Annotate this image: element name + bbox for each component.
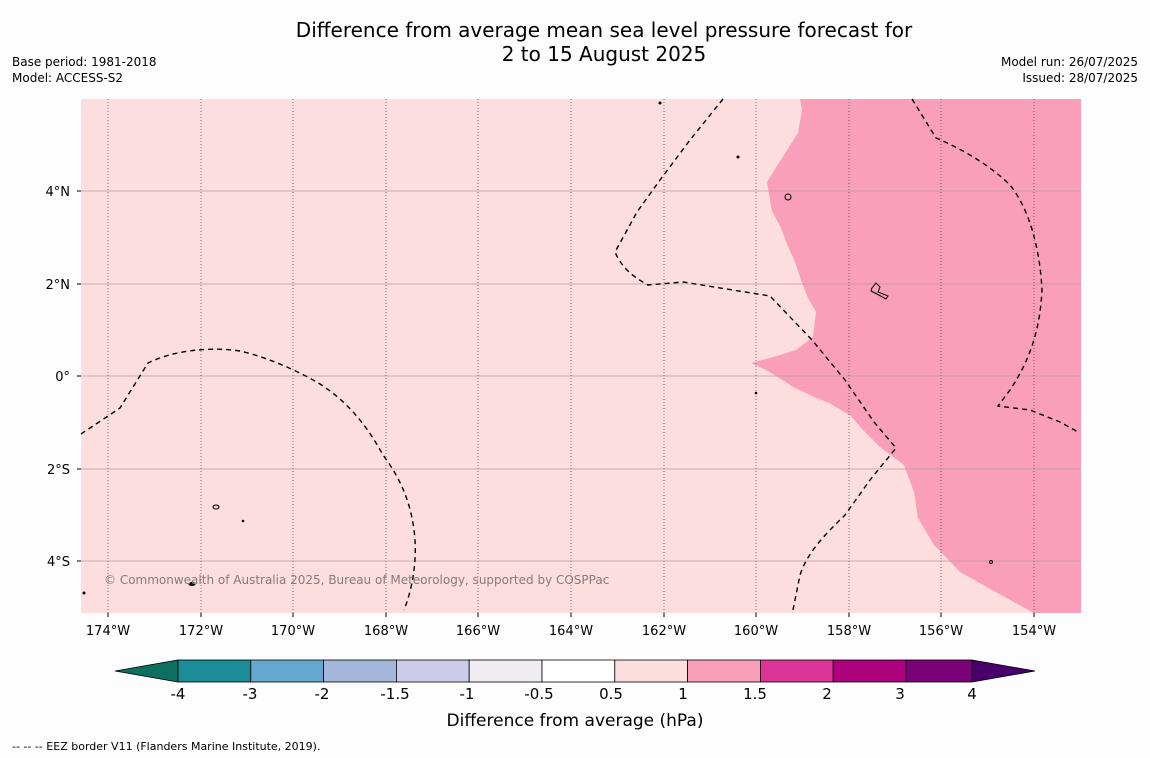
- island-7: [754, 391, 758, 395]
- colorbar-segment-8: [687, 659, 761, 683]
- cbar-tick-4: -1: [460, 685, 475, 703]
- title-line-2: 2 to 15 August 2025: [501, 42, 707, 66]
- base-period-text: Base period: 1981-2018: [12, 55, 157, 69]
- island-4: [241, 519, 245, 523]
- cbar-tick-1: -3: [243, 685, 258, 703]
- cbar-tick-6: 0.5: [599, 685, 623, 703]
- cbar-tick-11: 4: [967, 685, 977, 703]
- lon-label-156w: 156°W: [919, 624, 963, 639]
- lat-label-4s: 4°S: [47, 555, 70, 570]
- lon-label-174w: 174°W: [86, 624, 130, 639]
- meta-left: Base period: 1981-2018 Model: ACCESS-S2: [12, 54, 157, 86]
- lon-label-160w: 160°W: [734, 624, 778, 639]
- lat-label-2s: 2°S: [47, 463, 70, 478]
- colorbar-label: Difference from average (hPa): [447, 711, 704, 731]
- lon-label-172w: 172°W: [179, 624, 223, 639]
- island-3: [188, 582, 196, 586]
- island-2: [212, 504, 220, 510]
- colorbar-segment-5: [468, 659, 543, 683]
- colorbar-segment-4: [395, 659, 470, 683]
- colorbar-segment-6: [541, 659, 616, 683]
- lat-label-4n: 4°N: [46, 185, 71, 200]
- lon-label-158w: 158°W: [827, 624, 871, 639]
- island-9: [82, 591, 86, 595]
- colorbar-segment-2: [250, 659, 325, 683]
- longitude-labels: 174°W 172°W 170°W 168°W 166°W 164°W 162°…: [86, 624, 1056, 639]
- colorbar-extend-low: [114, 659, 179, 683]
- model-run-text: Model run: 26/07/2025: [1000, 55, 1138, 69]
- chart-title: Difference from average mean sea level p…: [0, 18, 1150, 66]
- title-line-1: Difference from average mean sea level p…: [295, 18, 913, 42]
- colorbar-segment-7: [614, 659, 688, 683]
- island-8: [989, 560, 993, 564]
- meta-right: Model run: 26/07/2025 Issued: 28/07/2025: [1001, 54, 1138, 86]
- colorbar-tick-labels: -4 -3 -2 -1.5 -1 -0.5 0.5 1 1.5 2 3 4: [171, 685, 977, 703]
- lat-label-0: 0°: [55, 370, 70, 385]
- island-1: [784, 193, 792, 201]
- islands: [82, 101, 993, 595]
- colorbar: [114, 659, 1036, 683]
- colorbar-segment-1: [177, 659, 252, 683]
- island-5: [658, 101, 662, 105]
- eez-border-central: [614, 98, 897, 611]
- copyright-text: © Commonwealth of Australia 2025, Bureau…: [104, 573, 609, 587]
- island-6: [736, 155, 740, 159]
- anomaly-region-1-to-1.5: [751, 99, 1081, 613]
- cbar-tick-7: 1: [678, 685, 688, 703]
- cbar-tick-3: -1.5: [380, 685, 409, 703]
- colorbar-segment-10: [832, 659, 907, 683]
- issued-text: Issued: 28/07/2025: [1022, 71, 1138, 85]
- lon-label-170w: 170°W: [271, 624, 315, 639]
- lon-label-168w: 168°W: [364, 624, 408, 639]
- cbar-tick-8: 1.5: [743, 685, 767, 703]
- cbar-tick-2: -2: [315, 685, 330, 703]
- eez-border-west: [80, 348, 416, 611]
- lat-label-2n: 2°N: [46, 278, 71, 293]
- cbar-tick-5: -0.5: [524, 685, 553, 703]
- cbar-tick-0: -4: [171, 685, 186, 703]
- cbar-tick-9: 2: [822, 685, 832, 703]
- lon-label-164w: 164°W: [549, 624, 593, 639]
- colorbar-segment-9: [760, 659, 834, 683]
- colorbar-segment-11: [905, 659, 973, 683]
- colorbar-segment-3: [323, 659, 397, 683]
- eez-borders: [80, 98, 1079, 611]
- lon-label-154w: 154°W: [1012, 624, 1056, 639]
- model-text: Model: ACCESS-S2: [12, 71, 124, 85]
- lon-label-166w: 166°W: [456, 624, 500, 639]
- latitude-gridlines: [81, 190, 1081, 562]
- lon-label-162w: 162°W: [642, 624, 686, 639]
- eez-footnote: -- -- -- EEZ border V11 (Flanders Marine…: [12, 740, 321, 753]
- island-kiritimati: [870, 282, 889, 300]
- eez-border-east: [911, 98, 1079, 433]
- axis-ticks: [77, 190, 1035, 617]
- latitude-labels: 4°N 2°N 0° 2°S 4°S: [46, 185, 71, 570]
- colorbar-extend-high: [971, 659, 1036, 683]
- cbar-tick-10: 3: [895, 685, 905, 703]
